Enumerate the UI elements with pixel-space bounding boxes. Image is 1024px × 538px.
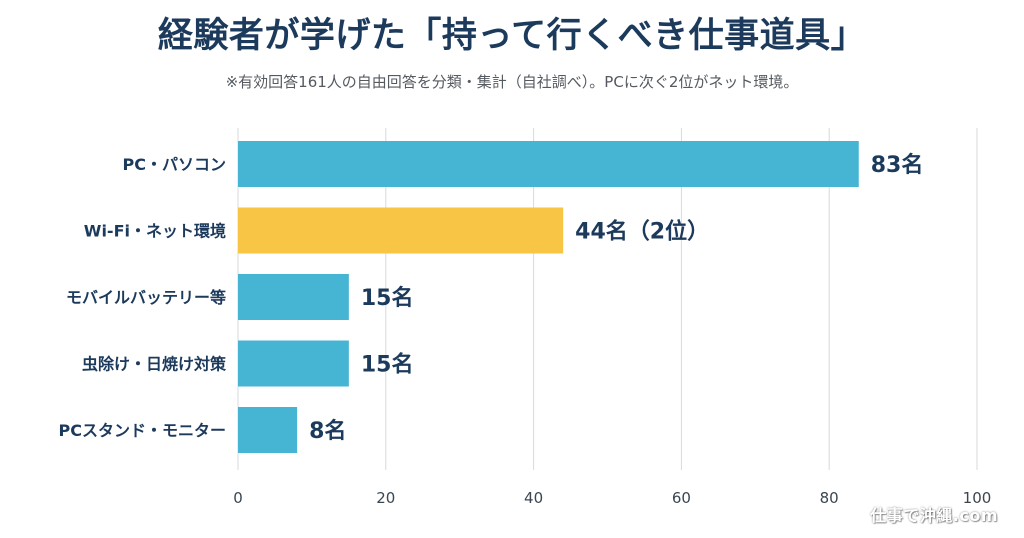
chart-subtitle: ※有効回答161人の自由回答を分類・集計（自社調べ）。PCに次ぐ2位がネット環境… [225,73,799,91]
value-label: 15名 [361,285,414,311]
chart-title: 経験者が学げた「持って行くべき仕事道具」 [157,16,867,56]
bar [238,207,564,254]
bar [238,274,349,320]
x-tick-label: 0 [233,489,243,507]
value-label: 15名 [361,352,414,378]
x-axis-ticks: 0 20 40 60 80 100 [233,489,991,507]
bar [238,340,349,387]
x-tick-label: 60 [672,489,691,507]
x-tick-label: 40 [524,489,543,507]
site-watermark: 仕事で沖縄.com [870,506,998,525]
category-label: PCスタンド・モニター [59,421,226,440]
bars [238,141,859,453]
category-label: Wi-Fi・ネット環境 [84,222,226,241]
category-label: 虫除け・日焼け対策 [82,355,227,374]
bar [238,407,298,453]
value-label: 8名 [309,418,346,444]
value-label: 44名（2位） [575,219,709,245]
x-tick-label: 100 [963,489,992,507]
value-labels: 83名 44名（2位） 15名 15名 8名 [309,152,923,444]
value-label: 83名 [871,152,924,178]
category-label: PC・パソコン [123,155,226,174]
category-label: モバイルバッテリー等 [66,288,226,307]
x-tick-label: 80 [820,489,839,507]
x-tick-label: 20 [376,489,395,507]
bar [238,141,859,187]
